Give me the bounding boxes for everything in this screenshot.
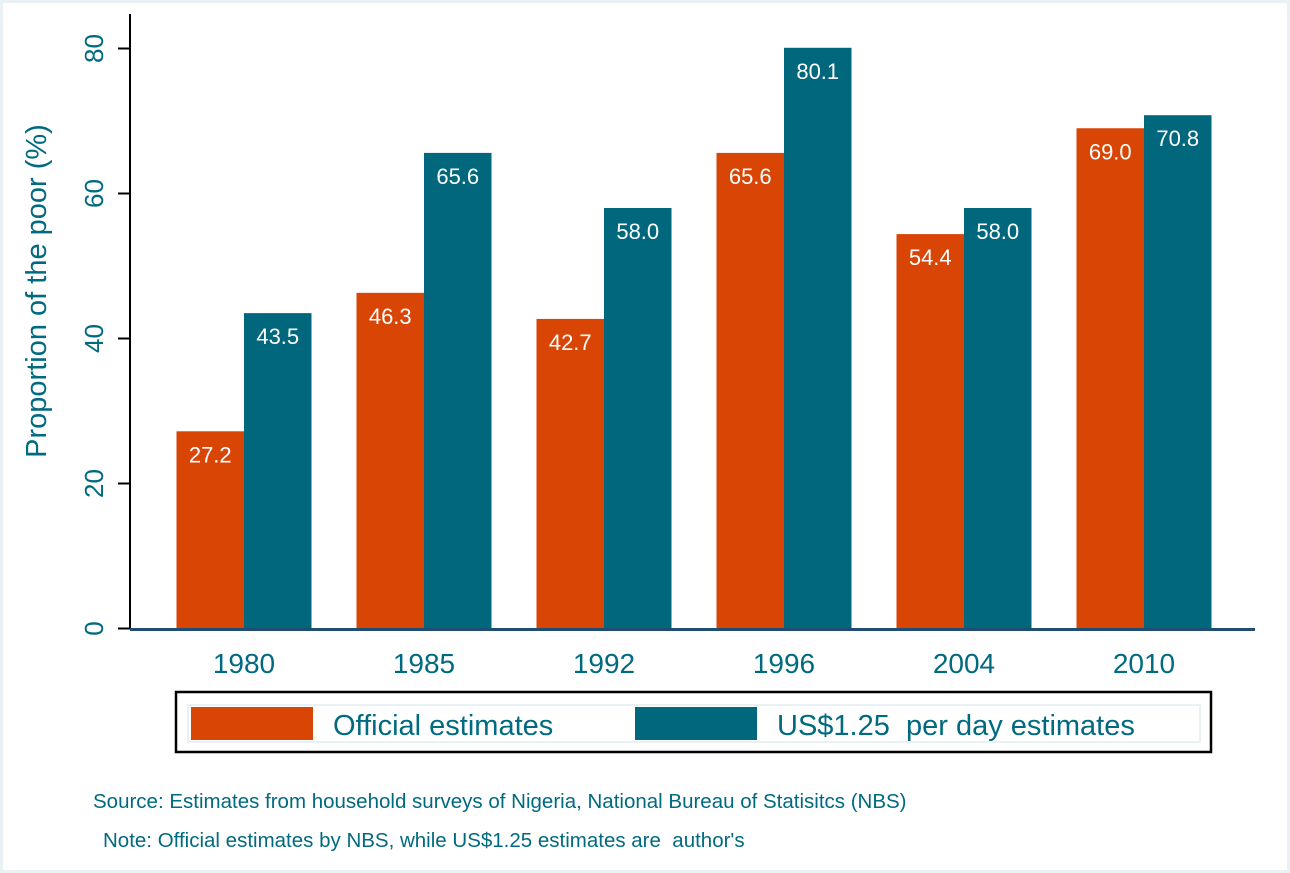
x-tick-label: 1985: [393, 648, 455, 679]
bar-usd-1992: [604, 208, 672, 629]
data-label: 46.3: [369, 304, 412, 329]
y-tick-label: 20: [79, 469, 109, 498]
bar-usd-2004: [964, 208, 1032, 629]
x-tick-label: 2010: [1113, 648, 1175, 679]
legend-swatch-usd: [635, 707, 757, 740]
y-axis-title: Proportion of the poor (%): [21, 124, 53, 458]
bar-official-2010: [1076, 128, 1144, 629]
note-text: Note: Official estimates by NBS, while U…: [103, 829, 745, 852]
x-tick-label: 1996: [753, 648, 815, 679]
bar-usd-1996: [784, 47, 852, 629]
bar-usd-1980: [244, 313, 312, 629]
x-tick-label: 2004: [933, 648, 995, 679]
data-label: 54.4: [909, 245, 952, 270]
data-label: 65.6: [729, 164, 772, 189]
x-tick-label: 1992: [573, 648, 635, 679]
bar-official-1992: [536, 318, 604, 629]
bar-official-2004: [896, 234, 964, 629]
bar-official-1985: [356, 292, 424, 629]
data-label: 70.8: [1156, 126, 1199, 151]
y-tick-label: 0: [79, 621, 109, 635]
legend-label-official: Official estimates: [333, 710, 553, 742]
data-label: 58.0: [976, 219, 1019, 244]
y-tick-label: 40: [79, 324, 109, 353]
data-label: 43.5: [256, 324, 299, 349]
x-tick-label: 1980: [213, 648, 275, 679]
legend-inner: [187, 704, 1201, 743]
data-label: 65.6: [436, 164, 479, 189]
data-label: 69.0: [1089, 139, 1132, 164]
y-tick-label: 80: [79, 34, 109, 63]
data-label: 58.0: [616, 219, 659, 244]
data-label: 80.1: [796, 59, 839, 84]
source-note: Source: Estimates from household surveys…: [93, 790, 907, 813]
legend-label-usd: US$1.25 per day estimates: [777, 710, 1135, 742]
bar-official-1996: [716, 152, 784, 629]
bar-official-1980: [176, 431, 244, 629]
legend-swatch-official: [191, 707, 313, 740]
y-tick-label: 60: [79, 179, 109, 208]
bar-usd-2010: [1144, 115, 1212, 629]
data-label: 42.7: [549, 330, 592, 355]
bar-usd-1985: [424, 152, 492, 629]
data-label: 27.2: [189, 442, 232, 467]
